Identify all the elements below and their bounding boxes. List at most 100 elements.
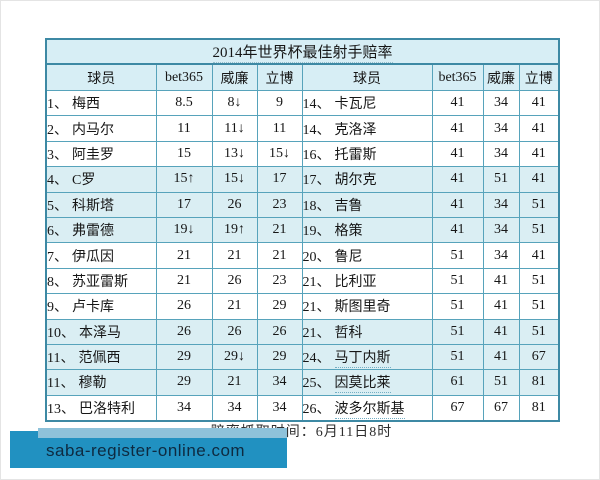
player-name: 马丁内斯 — [334, 351, 391, 369]
title-row: 2014年世界杯最佳射手赔率 — [45, 38, 560, 65]
player-rank: 11、 — [47, 351, 75, 367]
odds-cell: 26 — [211, 191, 258, 218]
player-name: 托雷斯 — [334, 147, 377, 163]
player-rank: 18、 — [302, 198, 331, 214]
player-name: 科斯塔 — [72, 198, 114, 214]
odds-cell: 11↓ — [211, 115, 258, 142]
player-cell: 14、 卡瓦尼 — [301, 89, 433, 117]
odds-cell: 81 — [518, 394, 560, 422]
player-name: 梅西 — [72, 97, 100, 113]
odds-cell: 13↓ — [211, 140, 258, 168]
player-rank: 21、 — [302, 325, 331, 341]
odds-cell: 15↓ — [256, 140, 303, 168]
player-cell: 17、 胡尔克 — [301, 166, 433, 193]
odds-cell: 29 — [256, 293, 303, 320]
table-row: 11、 穆勒 29 21 34 25、 因莫比莱 61 51 81 — [45, 369, 560, 396]
odds-cell: 51 — [518, 191, 560, 218]
player-cell: 2、 内马尔 — [45, 115, 157, 142]
player-name: 胡尔克 — [334, 173, 377, 189]
player-rank: 5、 — [47, 198, 68, 214]
col-header-player-left: 球员 — [45, 63, 157, 91]
col-header-william-left: 威廉 — [211, 63, 258, 91]
player-name: 巴洛特利 — [79, 401, 135, 417]
odds-cell: 51 — [482, 369, 520, 396]
odds-cell: 51 — [431, 293, 484, 320]
odds-cell: 23 — [256, 267, 303, 295]
odds-cell: 41 — [518, 140, 560, 168]
table-row: 4、 C罗 15↑ 15↓ 17 17、 胡尔克 41 51 41 — [45, 166, 560, 193]
player-name: 吉鲁 — [334, 198, 363, 214]
player-rank: 2、 — [47, 122, 68, 138]
player-cell: 8、 苏亚雷斯 — [45, 267, 157, 295]
player-rank: 6、 — [47, 224, 68, 240]
odds-cell: 11 — [256, 115, 303, 142]
odds-cell: 29 — [155, 369, 213, 396]
player-cell: 7、 伊瓜因 — [45, 242, 157, 269]
player-rank: 8、 — [47, 274, 68, 290]
player-name: 因莫比莱 — [334, 376, 391, 394]
odds-cell: 51 — [518, 216, 560, 244]
odds-cell: 67 — [431, 394, 484, 422]
odds-cell: 41 — [518, 115, 560, 142]
player-name: 穆勒 — [78, 376, 107, 392]
player-cell: 25、 因莫比莱 — [301, 369, 433, 396]
player-cell: 6、 弗雷德 — [45, 216, 157, 244]
odds-cell: 21 — [211, 242, 258, 269]
player-cell: 4、 C罗 — [45, 166, 157, 193]
col-header-bet365-right: bet365 — [431, 63, 484, 91]
player-name: 鲁尼 — [334, 249, 363, 265]
odds-cell: 17 — [256, 166, 303, 193]
player-cell: 13、 巴洛特利 — [45, 394, 157, 422]
player-cell: 10、 本泽马 — [45, 318, 157, 345]
player-cell: 20、 鲁尼 — [301, 242, 433, 269]
player-rank: 19、 — [302, 224, 331, 240]
odds-cell: 9 — [256, 89, 303, 117]
table-row: 10、 本泽马 26 26 26 21、 哲科 51 41 51 — [45, 318, 560, 345]
player-rank: 11、 — [47, 376, 75, 392]
odds-cell: 41 — [431, 115, 484, 142]
odds-cell: 19↑ — [211, 216, 258, 244]
table-row: 2、 内马尔 11 11↓ 11 14、 克洛泽 41 34 41 — [45, 115, 560, 142]
odds-cell: 26 — [155, 293, 213, 320]
player-rank: 21、 — [302, 274, 331, 290]
odds-cell: 51 — [431, 267, 484, 295]
table-row: 13、 巴洛特利 34 34 34 26、 波多尔斯基 67 67 81 — [45, 394, 560, 422]
table-row: 5、 科斯塔 17 26 23 18、 吉鲁 41 34 51 — [45, 191, 560, 218]
player-name: 内马尔 — [72, 122, 114, 138]
player-rank: 1、 — [47, 97, 68, 113]
player-name: 伊瓜因 — [72, 249, 114, 265]
table-row: 6、 弗雷德 19↓ 19↑ 21 19、 格策 41 34 51 — [45, 216, 560, 244]
player-name: 苏亚雷斯 — [72, 274, 128, 290]
odds-cell: 51 — [431, 318, 484, 345]
table-row: 11、 范佩西 29 29↓ 29 24、 马丁内斯 51 41 67 — [45, 343, 560, 371]
odds-cell: 61 — [431, 369, 484, 396]
odds-cell: 51 — [518, 293, 560, 320]
odds-cell: 67 — [518, 343, 560, 371]
odds-cell: 41 — [518, 89, 560, 117]
player-rank: 7、 — [47, 249, 68, 265]
odds-cell: 51 — [431, 242, 484, 269]
odds-cell: 41 — [431, 166, 484, 193]
player-name: 哲科 — [334, 325, 363, 341]
header-row: 球员 bet365 威廉 立博 球员 bet365 威廉 立博 — [45, 63, 560, 91]
player-name: 阿圭罗 — [72, 147, 114, 163]
watermark-banner: saba-register-online.com — [10, 428, 287, 468]
odds-cell: 8↓ — [211, 89, 258, 117]
odds-cell: 23 — [256, 191, 303, 218]
table-title: 2014年世界杯最佳射手赔率 — [45, 38, 560, 65]
odds-cell: 34 — [482, 115, 520, 142]
odds-cell: 21 — [256, 242, 303, 269]
odds-cell: 11 — [155, 115, 213, 142]
odds-cell: 15↓ — [211, 166, 258, 193]
player-rank: 25、 — [302, 376, 331, 392]
odds-cell: 34 — [482, 89, 520, 117]
table-row: 1、 梅西 8.5 8↓ 9 14、 卡瓦尼 41 34 41 — [45, 89, 560, 117]
odds-cell: 26 — [211, 267, 258, 295]
odds-cell: 26 — [256, 318, 303, 345]
player-name: C罗 — [72, 173, 96, 189]
player-rank: 24、 — [302, 351, 331, 367]
odds-table: 2014年世界杯最佳射手赔率 球员 bet365 威廉 立博 球员 bet365… — [45, 38, 561, 422]
odds-cell: 26 — [211, 318, 258, 345]
odds-cell: 34 — [482, 191, 520, 218]
